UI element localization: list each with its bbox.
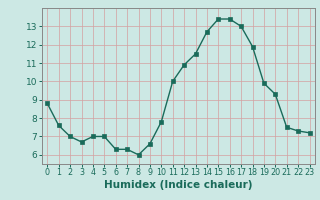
X-axis label: Humidex (Indice chaleur): Humidex (Indice chaleur) (104, 180, 253, 190)
